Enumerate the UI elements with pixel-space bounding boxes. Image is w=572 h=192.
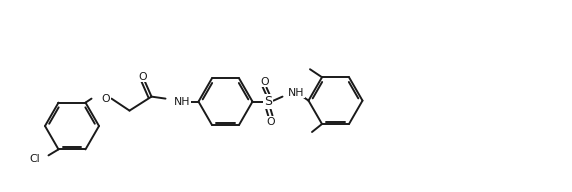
Text: O: O bbox=[138, 72, 147, 82]
Text: O: O bbox=[101, 94, 110, 104]
Text: NH: NH bbox=[173, 97, 190, 107]
Text: NH: NH bbox=[288, 88, 304, 98]
Text: O: O bbox=[260, 77, 269, 87]
Text: Cl: Cl bbox=[30, 154, 41, 164]
Text: S: S bbox=[264, 95, 272, 108]
Text: O: O bbox=[266, 117, 275, 127]
